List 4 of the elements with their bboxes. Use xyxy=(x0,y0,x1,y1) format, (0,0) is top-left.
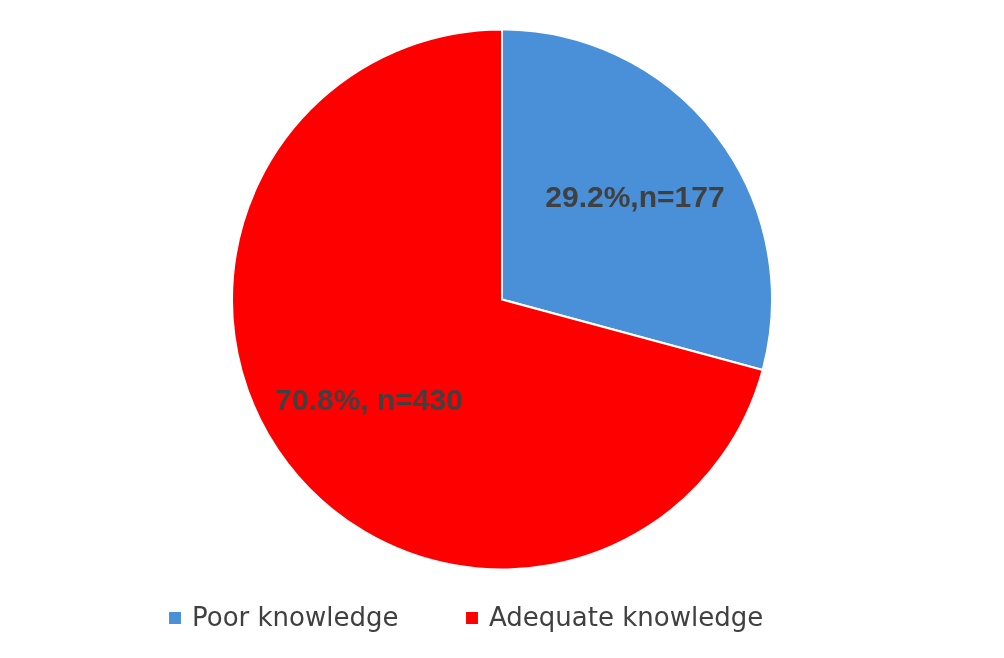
data-label: 70.8%, n=430 xyxy=(275,383,463,417)
legend-label: Poor knowledge xyxy=(192,602,399,632)
data-label: 29.2%,n=177 xyxy=(545,179,725,213)
legend-label: Adequate knowledge xyxy=(489,602,764,632)
